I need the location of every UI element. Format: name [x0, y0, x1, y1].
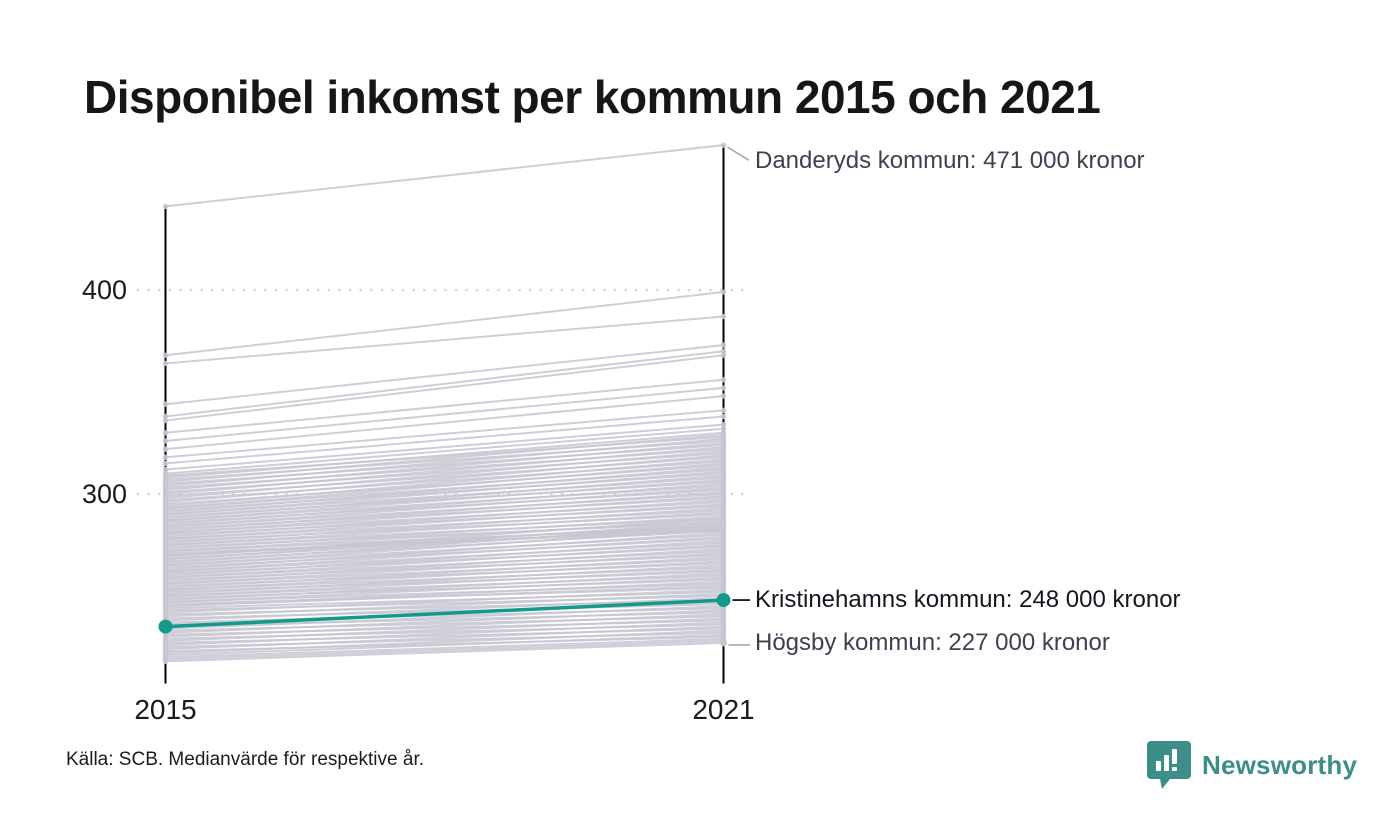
x-axis-label: 2021: [692, 694, 754, 725]
newsworthy-logo-icon: [1147, 741, 1191, 789]
annotation-kristinehamn: Kristinehamns kommun: 248 000 kronor: [755, 586, 1181, 614]
annotation-danderyd: Danderyds kommun: 471 000 kronor: [755, 147, 1145, 175]
chart-title: Disponibel inkomst per kommun 2015 och 2…: [84, 71, 1101, 123]
y-tick-label: 300: [82, 479, 127, 509]
source-note: Källa: SCB. Medianvärde för respektive å…: [66, 749, 425, 770]
y-tick-label: 400: [82, 275, 127, 305]
newsworthy-logo: Newsworthy: [1146, 740, 1357, 790]
newsworthy-logo-text: Newsworthy: [1202, 749, 1358, 780]
annotation-hogsby: Högsby kommun: 227 000 kronor: [755, 628, 1110, 656]
x-axis-label: 2015: [134, 694, 196, 725]
